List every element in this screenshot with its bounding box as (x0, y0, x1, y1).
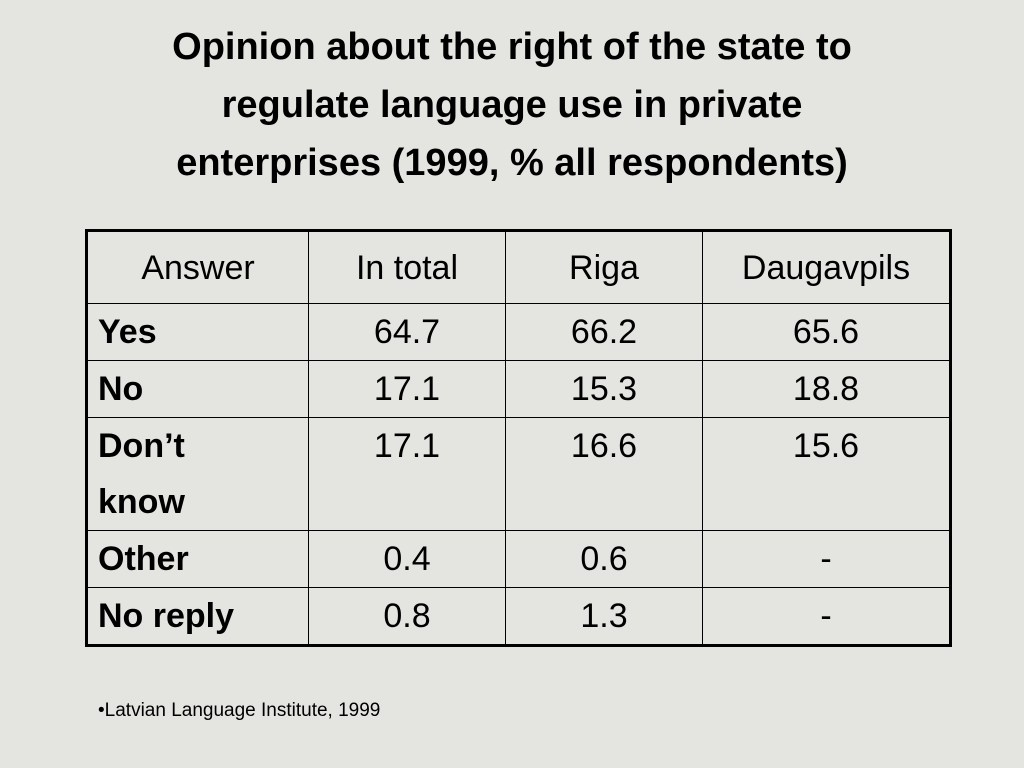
header-cell: Daugavpils (702, 230, 951, 304)
table-cell: 15.3 (505, 360, 703, 418)
header-cell: Riga (505, 230, 703, 304)
title: Opinion about the right of the state to … (40, 18, 984, 192)
table-row: Other 0.4 0.6- (86, 530, 951, 588)
cell-text: Don’t know (98, 427, 185, 521)
table-cell: 1.3 (505, 587, 703, 646)
table-cell: 0.8 (308, 587, 506, 646)
data-table: Answer In total Riga Daugavpils Yes 64.7 66.2 6… (85, 229, 952, 647)
footnote: •Latvian Language Institute, 1999 (98, 700, 381, 721)
table-row: No 17.1 15.3 18.8 (86, 360, 951, 418)
title-line: enterprises (1999, % all respondents) (176, 142, 848, 184)
row-label: Yes (86, 303, 309, 361)
table-cell: - (702, 587, 951, 646)
row-label: No reply (86, 587, 309, 646)
table-cell: 17.1 (308, 417, 506, 531)
table-cell: 16.6 (505, 417, 703, 531)
table-row: Yes 64.7 66.2 65.6 (86, 303, 951, 361)
title-line: Opinion about the right of the state to (172, 26, 852, 68)
header-cell: Answer (86, 230, 309, 304)
table-row: Don’t know 17.1 16.6 15.6 (86, 417, 951, 531)
table-cell: 17.1 (308, 360, 506, 418)
header-cell: In total (308, 230, 506, 304)
table-cell: - (702, 530, 951, 588)
table-cell: 15.6 (702, 417, 951, 531)
table-cell: 0.6 (505, 530, 703, 588)
row-label: Other (86, 530, 309, 588)
table-cell: 18.8 (702, 360, 951, 418)
header-row: Answer In total Riga Daugavpils (86, 230, 951, 304)
table-row: No reply 0.8 1.3- (86, 587, 951, 646)
row-label: No (86, 360, 309, 418)
table-cell: 0.4 (308, 530, 506, 588)
table-cell: 66.2 (505, 303, 703, 361)
title-line: regulate language use in private (221, 84, 803, 126)
row-label: Don’t know (86, 417, 309, 531)
table-cell: 64.7 (308, 303, 506, 361)
table-cell: 65.6 (702, 303, 951, 361)
